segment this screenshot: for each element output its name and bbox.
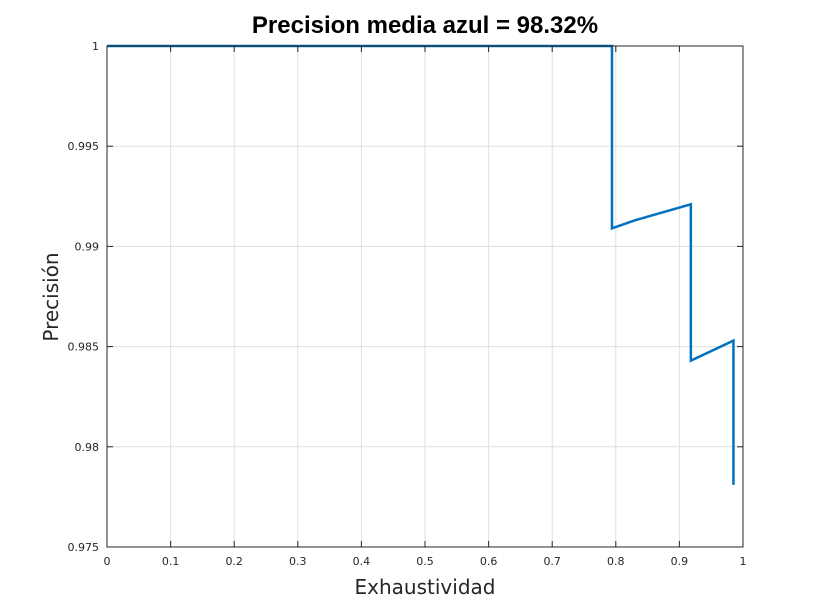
x-tick-label: 0.8: [607, 555, 625, 568]
x-tick-label: 0.2: [225, 555, 243, 568]
chart-title: Precision media azul = 98.32%: [252, 12, 598, 39]
precision-recall-line: [107, 44, 735, 485]
y-tick-label: 1: [92, 40, 99, 53]
x-tick-label: 0.3: [289, 555, 307, 568]
y-tick-label: 0.995: [68, 140, 100, 153]
x-tick-label: 0.9: [671, 555, 689, 568]
x-tick-label: 0.7: [543, 555, 561, 568]
x-tick-label: 0.1: [162, 555, 180, 568]
series-group: [107, 44, 735, 485]
y-tick-label: 0.99: [75, 240, 100, 253]
x-axis-label: Exhaustividad: [355, 575, 496, 599]
x-tick-label: 0.4: [353, 555, 371, 568]
ticks: [106, 45, 744, 548]
y-axis-label: Precisión: [39, 252, 63, 341]
x-tick-label: 0.6: [480, 555, 498, 568]
y-tick-label: 0.98: [75, 441, 100, 454]
y-tick-label: 0.975: [68, 541, 100, 554]
y-tick-label: 0.985: [68, 341, 100, 354]
y-tick-labels: 0.975 0.98 0.985 0.99 0.995 1: [68, 40, 100, 554]
x-tick-label: 1: [740, 555, 747, 568]
x-tick-label: 0.5: [416, 555, 434, 568]
x-tick-label: 0: [104, 555, 111, 568]
x-tick-labels: 0 0.1 0.2 0.3 0.4 0.5 0.6 0.7 0.8 0.9 1: [104, 555, 747, 568]
